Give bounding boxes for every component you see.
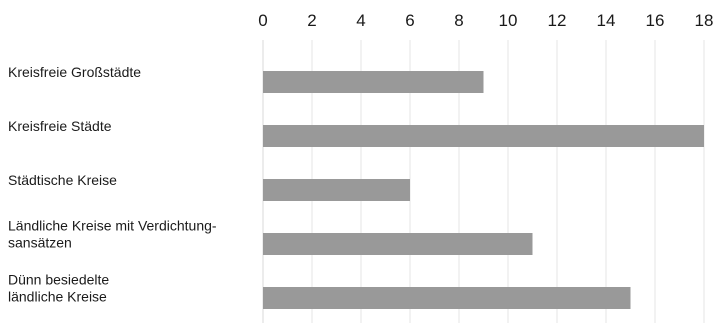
x-tick-label: 18: [695, 11, 714, 30]
category-label: Ländliche Kreise mit Verdichtung-sansätz…: [8, 218, 217, 251]
category-label-line: ländliche Kreise: [8, 289, 107, 305]
bar: [263, 71, 484, 93]
category-label-line: Kreisfreie Städte: [8, 118, 112, 134]
category-label: Kreisfreie Städte: [8, 118, 112, 134]
x-tick-labels: 0 2 4 6 8 10 12 14 16 18: [258, 11, 713, 30]
x-tick-label: 12: [548, 11, 567, 30]
x-tick-label: 6: [405, 11, 414, 30]
bar: [263, 179, 410, 201]
category-label: Städtische Kreise: [8, 172, 117, 188]
category-label-line: Städtische Kreise: [8, 172, 117, 188]
category-label: Kreisfreie Großstädte: [8, 64, 141, 80]
x-tick-label: 4: [356, 11, 365, 30]
x-tick-label: 16: [646, 11, 665, 30]
category-labels: Kreisfreie Großstädte Kreisfreie Städte St…: [8, 64, 217, 305]
x-tick-label: 8: [454, 11, 463, 30]
bars: [263, 71, 704, 309]
category-label-line: sansätzen: [8, 235, 72, 251]
x-tick-label: 14: [597, 11, 616, 30]
x-tick-label: 10: [499, 11, 518, 30]
x-tick-label: 0: [258, 11, 267, 30]
category-label-line: Dünn besiedelte: [8, 272, 109, 288]
category-label: Dünn besiedelte ländliche Kreise: [8, 272, 109, 305]
bar: [263, 233, 533, 255]
category-label-line: Ländliche Kreise mit Verdichtung-: [8, 218, 217, 234]
x-tick-label: 2: [307, 11, 316, 30]
bar: [263, 125, 704, 147]
bar: [263, 287, 631, 309]
category-label-line: Kreisfreie Großstädte: [8, 64, 141, 80]
